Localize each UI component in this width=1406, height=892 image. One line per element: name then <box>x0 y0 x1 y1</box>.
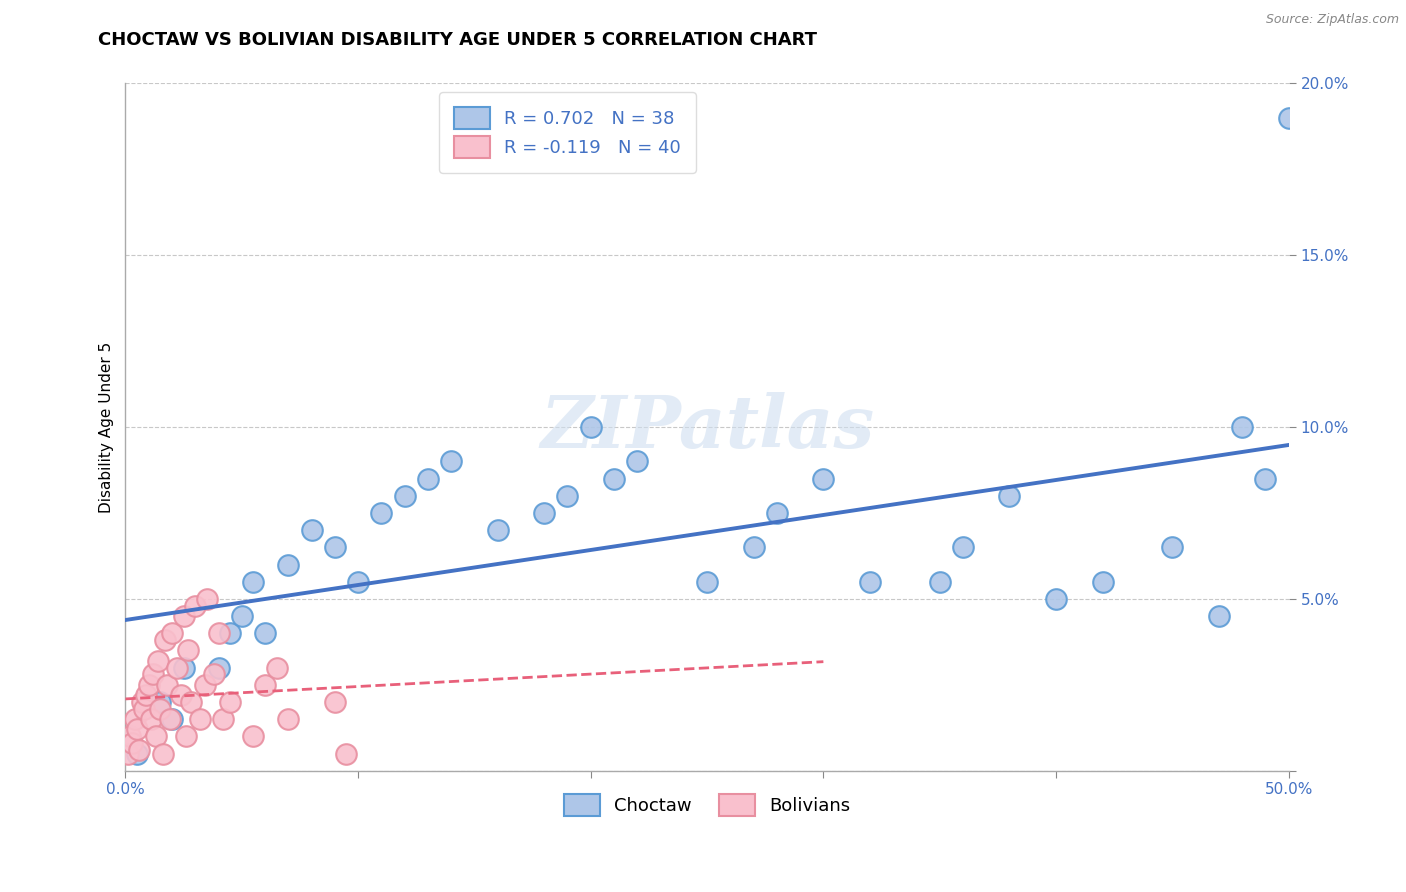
Point <box>323 695 346 709</box>
Point <box>1091 574 1114 589</box>
Point <box>952 541 974 555</box>
Point <box>149 702 172 716</box>
Point <box>370 506 392 520</box>
Point <box>766 506 789 520</box>
Point <box>533 506 555 520</box>
Point <box>142 667 165 681</box>
Point <box>117 747 139 761</box>
Point <box>1161 541 1184 555</box>
Point <box>301 523 323 537</box>
Point <box>127 723 149 737</box>
Point <box>153 633 176 648</box>
Point <box>603 472 626 486</box>
Point <box>128 743 150 757</box>
Point <box>170 688 193 702</box>
Point <box>277 712 299 726</box>
Point <box>1278 111 1301 125</box>
Point <box>131 695 153 709</box>
Point <box>184 599 207 613</box>
Point <box>266 660 288 674</box>
Point <box>138 678 160 692</box>
Point <box>813 472 835 486</box>
Point <box>557 489 579 503</box>
Point <box>132 702 155 716</box>
Point <box>242 574 264 589</box>
Point <box>998 489 1021 503</box>
Point <box>146 654 169 668</box>
Point <box>127 747 149 761</box>
Point <box>152 747 174 761</box>
Point <box>145 729 167 743</box>
Y-axis label: Disability Age Under 5: Disability Age Under 5 <box>100 342 114 513</box>
Point <box>335 747 357 761</box>
Point <box>242 729 264 743</box>
Point <box>160 712 183 726</box>
Point <box>859 574 882 589</box>
Point <box>124 712 146 726</box>
Point <box>177 643 200 657</box>
Point <box>486 523 509 537</box>
Text: CHOCTAW VS BOLIVIAN DISABILITY AGE UNDER 5 CORRELATION CHART: CHOCTAW VS BOLIVIAN DISABILITY AGE UNDER… <box>98 31 817 49</box>
Point <box>195 591 218 606</box>
Point <box>135 688 157 702</box>
Point <box>1254 472 1277 486</box>
Point <box>219 626 242 640</box>
Point <box>188 712 211 726</box>
Point <box>440 454 463 468</box>
Point <box>202 667 225 681</box>
Point <box>193 678 215 692</box>
Legend: Choctaw, Bolivians: Choctaw, Bolivians <box>557 787 858 823</box>
Point <box>254 678 277 692</box>
Point <box>394 489 416 503</box>
Point <box>180 695 202 709</box>
Point <box>742 541 765 555</box>
Point <box>207 626 229 640</box>
Text: ZIPatlas: ZIPatlas <box>540 392 875 463</box>
Point <box>347 574 370 589</box>
Point <box>1045 591 1067 606</box>
Point <box>159 712 181 726</box>
Point <box>160 626 183 640</box>
Point <box>174 729 197 743</box>
Point <box>120 729 142 743</box>
Point <box>1230 420 1253 434</box>
Point <box>212 712 235 726</box>
Point <box>928 574 950 589</box>
Point <box>139 712 162 726</box>
Point <box>1208 609 1230 624</box>
Point <box>579 420 602 434</box>
Point <box>254 626 277 640</box>
Point <box>121 736 143 750</box>
Point <box>323 541 346 555</box>
Point <box>156 678 179 692</box>
Point <box>696 574 718 589</box>
Point <box>626 454 648 468</box>
Point <box>173 660 195 674</box>
Point <box>173 609 195 624</box>
Point <box>149 695 172 709</box>
Point <box>277 558 299 572</box>
Point <box>207 660 229 674</box>
Point <box>219 695 242 709</box>
Text: Source: ZipAtlas.com: Source: ZipAtlas.com <box>1265 13 1399 27</box>
Point <box>231 609 253 624</box>
Point <box>416 472 439 486</box>
Point <box>166 660 188 674</box>
